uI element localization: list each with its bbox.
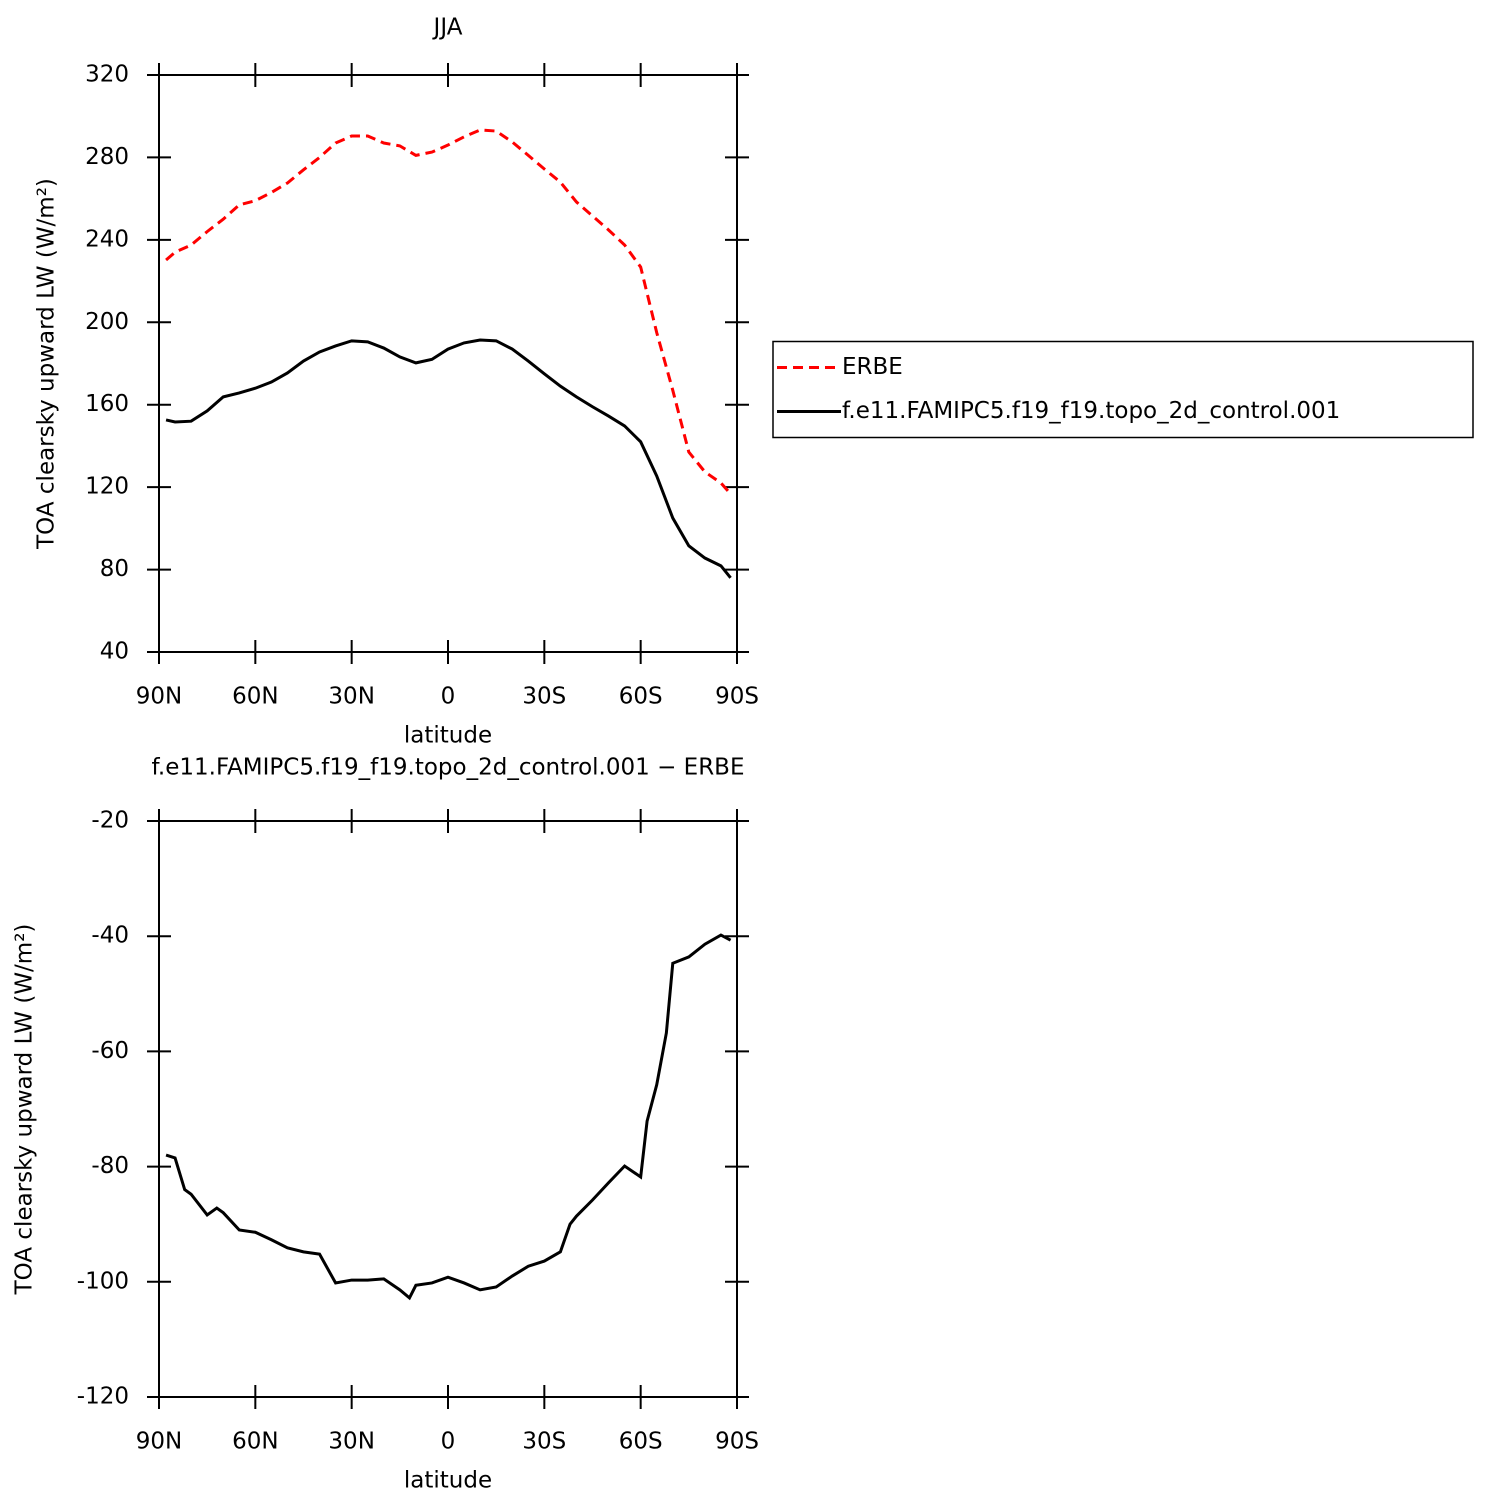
chart-title: f.e11.FAMIPC5.f19_f19.topo_2d_control.00… [151, 755, 744, 781]
chart-title: JJA [432, 15, 463, 41]
y-axis-label: TOA clearsky upward LW (W/m²) [34, 178, 60, 550]
x-axis-label: latitude [404, 1468, 492, 1494]
data-line [165, 933, 732, 1301]
x-tick-label: 90N [136, 684, 182, 710]
y-tick-label: 320 [85, 62, 129, 88]
y-tick-label: -100 [77, 1268, 129, 1294]
y-tick-label: 280 [85, 144, 129, 170]
legend-label: f.e11.FAMIPC5.f19_f19.topo_2d_control.00… [842, 398, 1340, 424]
y-tick-label: -80 [91, 1153, 129, 1179]
x-tick-label: 30S [522, 1429, 566, 1455]
x-axis-label: latitude [404, 723, 492, 749]
y-tick-label: -60 [91, 1038, 129, 1064]
x-tick-label: 30N [328, 1429, 374, 1455]
y-tick-label: -120 [77, 1384, 129, 1410]
plot-frame [158, 820, 738, 1398]
x-tick-label: 60S [619, 684, 663, 710]
y-tick-label: -40 [91, 923, 129, 949]
legend-box [772, 340, 1474, 439]
y-tick-label: 240 [85, 226, 129, 252]
x-tick-label: 60N [232, 1429, 278, 1455]
y-tick-label: 80 [100, 556, 129, 582]
x-tick-label: 30N [328, 684, 374, 710]
x-tick-label: 0 [441, 684, 456, 710]
x-tick-label: 90N [136, 1429, 182, 1455]
x-tick-label: 90S [715, 1429, 759, 1455]
y-tick-label: 120 [85, 474, 129, 500]
x-tick-label: 60S [619, 1429, 663, 1455]
data-line [165, 128, 732, 495]
y-tick-label: 160 [85, 391, 129, 417]
x-tick-label: 30S [522, 684, 566, 710]
y-tick-label: 200 [85, 309, 129, 335]
y-axis-label: TOA clearsky upward LW (W/m²) [12, 924, 38, 1296]
x-tick-label: 0 [441, 1429, 456, 1455]
x-tick-label: 60N [232, 684, 278, 710]
legend-label: ERBE [842, 354, 903, 380]
plot-frame [158, 74, 738, 653]
y-tick-label: -20 [91, 808, 129, 834]
data-line [165, 338, 732, 579]
y-tick-label: 40 [100, 639, 129, 665]
x-tick-label: 90S [715, 684, 759, 710]
